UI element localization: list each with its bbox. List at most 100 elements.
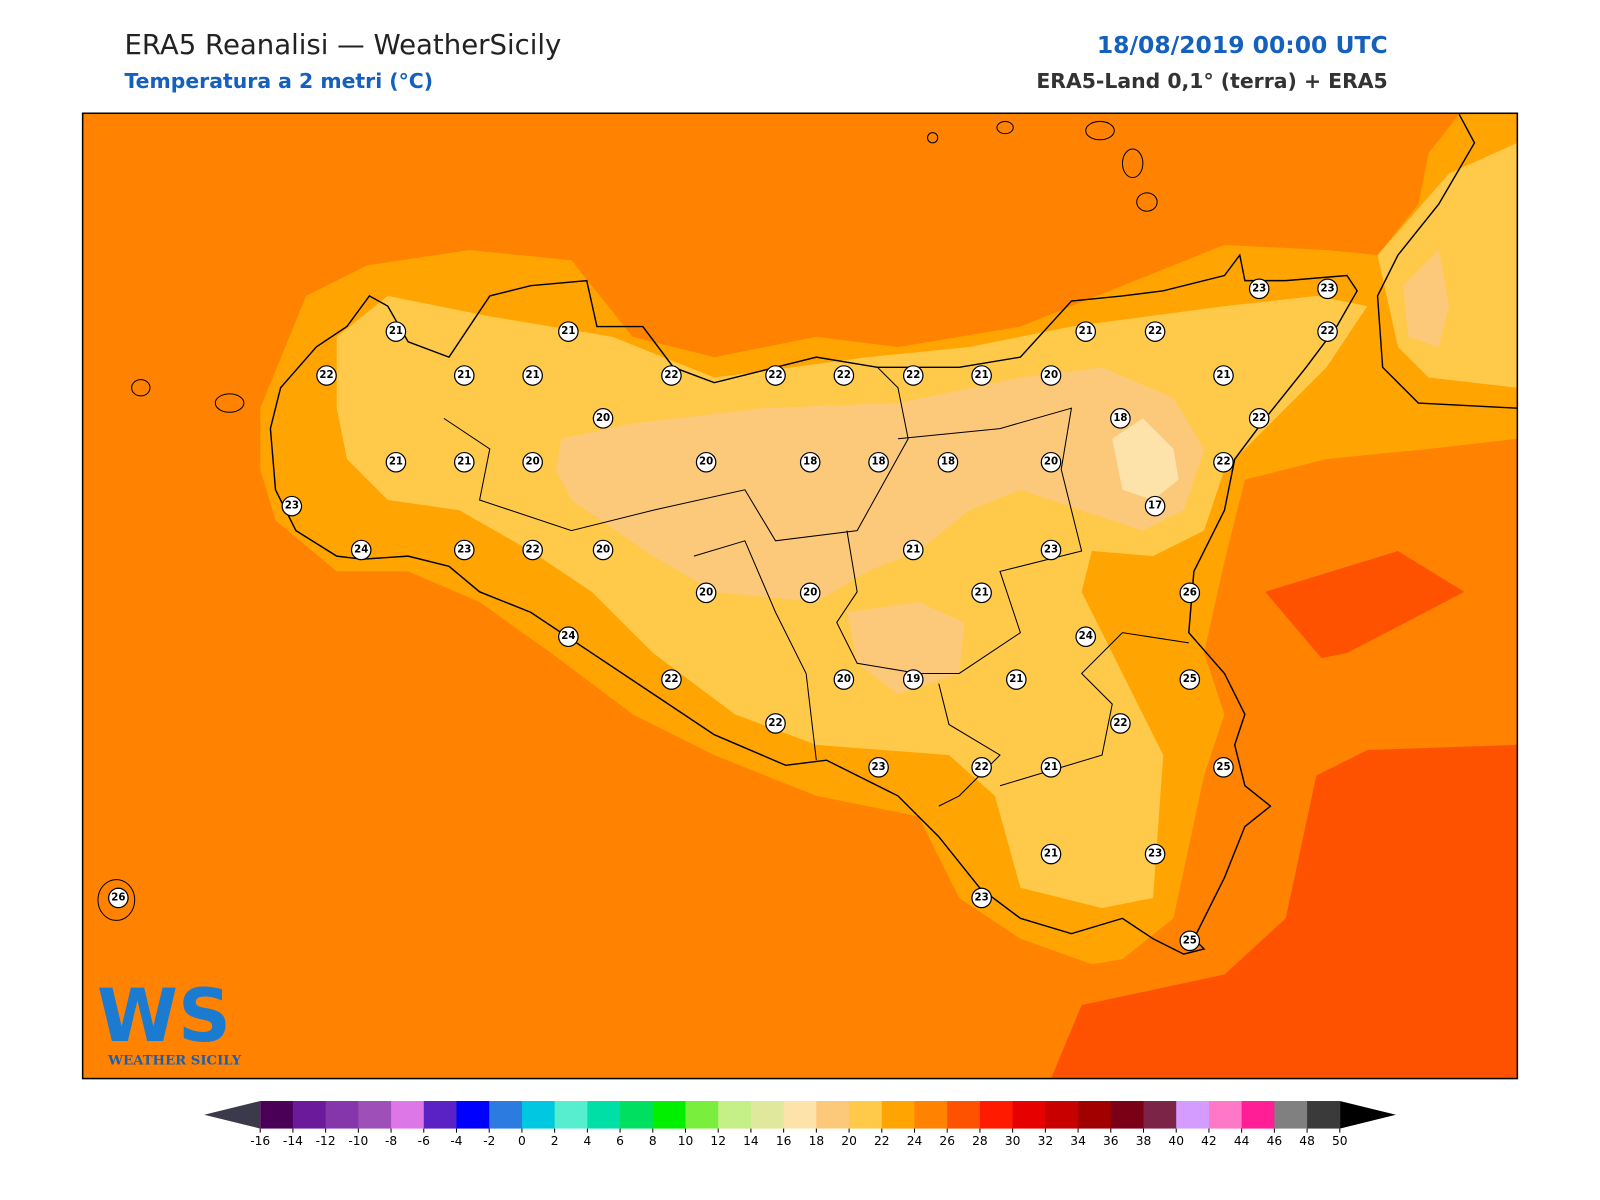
island (996, 120, 1014, 135)
colorbar-segment (260, 1101, 294, 1129)
station-value: 26 (1183, 587, 1197, 598)
colorbar-segment (750, 1101, 785, 1129)
station-value: 22 (768, 718, 782, 729)
station-value: 21 (389, 326, 403, 337)
colorbar-segment (489, 1101, 523, 1129)
station-value: 21 (1044, 849, 1058, 860)
station-value: 21 (1216, 370, 1230, 381)
station-value: 23 (1252, 283, 1266, 294)
station-marker (522, 451, 543, 473)
colorbar-tick-label: 34 (1070, 1134, 1086, 1148)
station-value: 22 (1113, 718, 1127, 729)
station-marker (902, 669, 924, 690)
logo-mark: WS (97, 974, 231, 1059)
field-26-28 (1265, 551, 1465, 659)
colorbar-tick-label: 10 (678, 1134, 694, 1148)
island (1121, 148, 1144, 179)
station-value: 17 (1148, 501, 1162, 512)
colorbar-tick-label: -10 (348, 1134, 368, 1148)
colorbar-segment (587, 1101, 621, 1129)
colorbar-tick-label: -6 (418, 1134, 430, 1148)
station-marker (971, 582, 992, 604)
station-marker (1213, 451, 1234, 473)
station-value: 21 (457, 457, 471, 468)
station-value: 23 (1320, 283, 1334, 294)
map-frame (81, 112, 1519, 1080)
colorbar-tick-label: -16 (250, 1134, 270, 1148)
station-marker (1040, 843, 1062, 865)
station-marker (765, 365, 786, 386)
station-marker (1006, 669, 1027, 690)
colorbar-segment (1274, 1101, 1308, 1129)
station-value: 22 (319, 370, 333, 381)
station-value: 22 (1216, 457, 1230, 468)
station-value: 23 (1044, 545, 1058, 556)
colorbar-tick-label: 28 (972, 1134, 988, 1148)
colorbar-segment (914, 1101, 948, 1129)
colorbar-tick-label: 0 (518, 1134, 526, 1148)
station-marker (765, 713, 786, 734)
station-value: 23 (1148, 849, 1162, 860)
station-marker (558, 321, 579, 342)
colorbar-tick-label: 20 (841, 1134, 857, 1148)
colorbar-segment (718, 1101, 752, 1129)
colorbar-segment (1241, 1101, 1275, 1129)
station-marker (1110, 713, 1131, 734)
colorbar-segment (358, 1101, 392, 1129)
stations: 21 21 22 21 21 22 22 22 22 21 20 21 22 23 23 22 21 20 18 22… (108, 278, 1338, 952)
station-marker (558, 626, 579, 648)
station-marker (281, 495, 303, 517)
colorbar-segment (521, 1101, 556, 1129)
station-value: 21 (1044, 762, 1058, 773)
station-marker (1040, 757, 1062, 778)
station-value: 21 (1079, 326, 1093, 337)
station-value: 18 (871, 457, 885, 468)
station-marker (1075, 626, 1097, 648)
station-marker (833, 365, 855, 386)
colorbar-segment (1176, 1101, 1210, 1129)
station-marker (1248, 408, 1270, 429)
field-16-18 (1112, 418, 1179, 500)
station-value: 20 (803, 587, 817, 598)
station-marker (1179, 669, 1201, 690)
colorbar-tick-label: 8 (649, 1134, 657, 1148)
station-value: 22 (664, 370, 678, 381)
station-marker (1144, 321, 1166, 342)
station-value: 20 (596, 545, 610, 556)
colorbar-tick-label: 42 (1201, 1134, 1217, 1148)
colorbar-tick-label: 48 (1299, 1134, 1315, 1148)
colorbar-segment (1045, 1101, 1079, 1129)
colorbar-segment (685, 1101, 719, 1129)
station-marker (1144, 495, 1166, 517)
station-marker (971, 757, 992, 778)
colorbar-tick-label: 40 (1168, 1134, 1184, 1148)
station-value: 21 (1009, 674, 1023, 685)
station-value: 22 (1148, 326, 1162, 337)
colorbar-tick-label: 6 (616, 1134, 624, 1148)
station-value: 22 (837, 370, 851, 381)
station-marker (385, 451, 407, 473)
station-value: 22 (526, 545, 540, 556)
station-marker (902, 539, 924, 561)
colorbar-tick-label: 24 (907, 1134, 923, 1148)
colorbar-segment (1110, 1101, 1145, 1129)
colorbar-segment (325, 1101, 359, 1129)
colorbar-tick-label: 12 (710, 1134, 726, 1148)
colorbar-segment (1012, 1101, 1046, 1129)
station-value: 23 (871, 762, 885, 773)
province-border (836, 407, 1083, 674)
colorbar-tick-label: 18 (809, 1134, 825, 1148)
station-value: 26 (111, 892, 125, 903)
station-marker (350, 539, 372, 561)
colorbar-tick-label: 22 (874, 1134, 890, 1148)
station-value: 25 (1183, 674, 1197, 685)
station-marker (868, 451, 889, 473)
colorbar-tick-label: -14 (283, 1134, 303, 1148)
station-marker (1040, 539, 1062, 561)
field-26-28 (1051, 744, 1518, 1079)
station-value: 21 (389, 457, 403, 468)
colorbar-segment (947, 1101, 981, 1129)
station-value: 24 (354, 545, 368, 556)
station-marker (522, 539, 543, 561)
